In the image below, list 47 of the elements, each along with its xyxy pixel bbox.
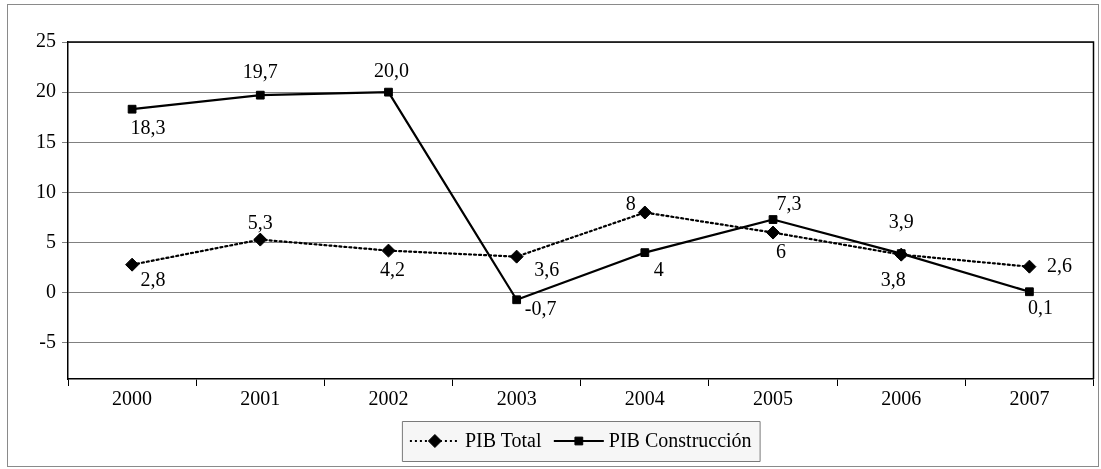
x-tick-label: 2006 (881, 387, 922, 410)
point (637, 205, 652, 220)
data-label: 2,6 (1046, 253, 1072, 276)
data-label: 5,3 (247, 210, 273, 233)
data-label: 4,2 (379, 257, 405, 280)
y-tick-label: 5 (46, 229, 56, 252)
y-tick-label: 10 (36, 179, 56, 202)
point (127, 104, 137, 114)
y-tick-label: 20 (36, 79, 56, 102)
legend-label: PIB Total (464, 429, 542, 452)
y-tick-label: -5 (39, 330, 56, 353)
data-label: 3,6 (534, 257, 560, 280)
point (125, 257, 140, 272)
x-tick-label: 2003 (496, 387, 537, 410)
point (384, 87, 393, 97)
point (381, 243, 396, 258)
data-label: 3,9 (888, 209, 914, 232)
data-label: 6 (776, 239, 787, 262)
x-tick-label: 2007 (1009, 387, 1050, 410)
point (766, 225, 781, 240)
x-tick-label: 2004 (624, 387, 665, 410)
point (640, 248, 650, 258)
point (255, 90, 265, 100)
point (253, 232, 268, 247)
x-tick-label: 2002 (368, 387, 409, 410)
point (768, 215, 778, 224)
data-label: 7,3 (776, 191, 802, 214)
data-label: 19,7 (242, 60, 278, 83)
x-tick-label: 2005 (753, 387, 794, 410)
data-label: 0,1 (1027, 295, 1053, 318)
data-label: 8 (625, 191, 636, 214)
point (1025, 287, 1034, 297)
data-label: 20,0 (373, 59, 409, 82)
point (509, 249, 524, 264)
y-tick-label: 15 (36, 129, 56, 152)
point (512, 295, 522, 305)
y-tick-label: 0 (46, 279, 56, 302)
data-label: -0,7 (524, 297, 557, 320)
data-label: 3,8 (880, 267, 906, 290)
data-label: 4 (653, 257, 664, 280)
data-label: 18,3 (130, 116, 166, 139)
y-tick-label: 25 (36, 29, 56, 52)
data-label: 2,8 (140, 267, 166, 290)
x-tick-label: 2001 (240, 387, 281, 410)
x-tick-label: 2000 (112, 387, 153, 410)
legend-label: PIB Construcción (608, 429, 752, 452)
point (1022, 259, 1037, 274)
